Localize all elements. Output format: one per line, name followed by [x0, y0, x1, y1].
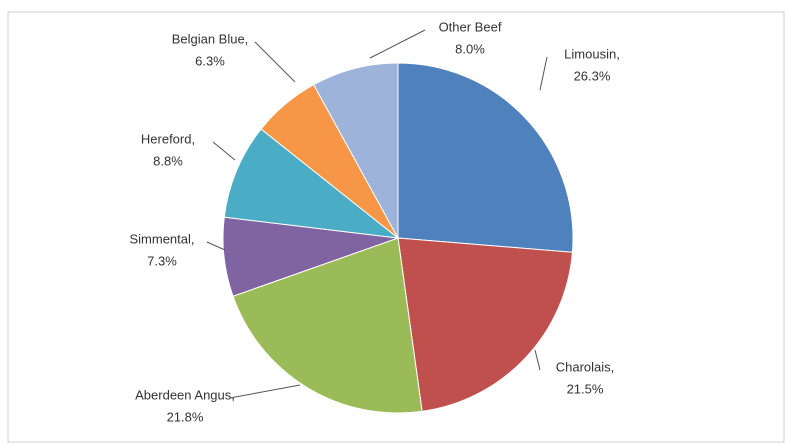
pie-slice: [397, 62, 574, 253]
leader-line: [534, 349, 541, 371]
category-label: Charolais,: [556, 359, 615, 374]
leader-line: [229, 384, 301, 399]
category-label: Aberdeen Angus,: [135, 387, 235, 402]
category-label: Other Beef: [439, 19, 502, 34]
leader-line: [254, 41, 296, 83]
category-label: Hereford,: [141, 131, 195, 146]
value-label: 8.0%: [455, 41, 485, 56]
leader-line: [539, 56, 548, 91]
value-label: 7.3%: [147, 253, 177, 268]
pie-slice: [232, 237, 423, 414]
leader-line: [206, 241, 226, 251]
leader-line: [369, 29, 426, 59]
category-label: Limousin,: [564, 46, 620, 61]
pie-slice: [313, 62, 399, 239]
value-label: 26.3%: [574, 68, 611, 83]
pie-slice: [397, 237, 573, 412]
pie-slice: [223, 128, 400, 239]
value-label: 21.8%: [167, 409, 204, 424]
leader-line: [212, 141, 236, 161]
value-label: 6.3%: [195, 53, 225, 68]
category-label: Belgian Blue,: [172, 31, 249, 46]
value-label: 21.5%: [567, 381, 604, 396]
category-label: Simmental,: [129, 231, 194, 246]
value-label: 8.8%: [153, 153, 183, 168]
